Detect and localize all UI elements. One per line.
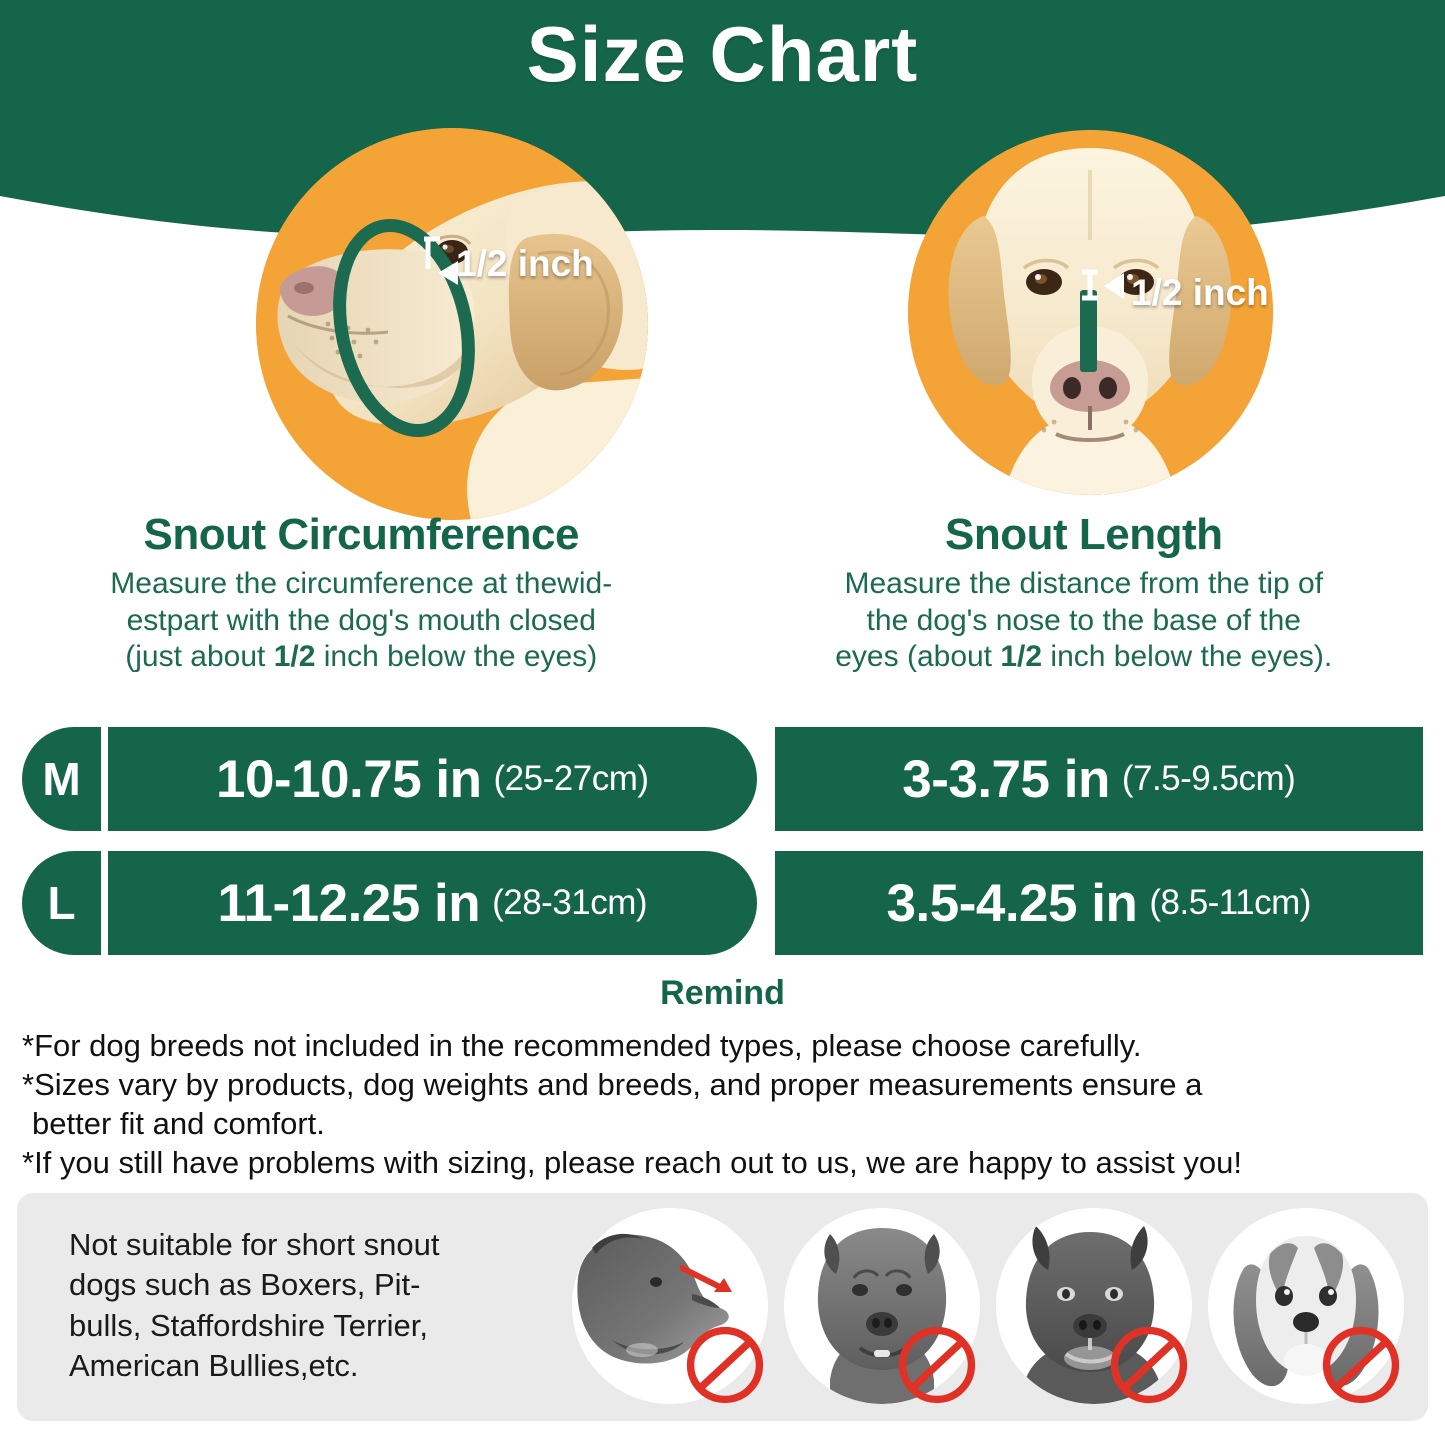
snout-circumference-photo bbox=[256, 128, 648, 520]
note-line-2: dogs such as Boxers, Pit- bbox=[69, 1267, 421, 1303]
measure-desc-circumference: Measure the circumference at thewid- est… bbox=[16, 566, 707, 676]
remind-item: *Sizes vary by products, dog weights and… bbox=[22, 1067, 1203, 1103]
value-inches: 3-3.75 in bbox=[902, 749, 1110, 809]
measure-title-circumference: Snout Circumference bbox=[143, 510, 580, 559]
measure-column-circumference: Snout Circumference Measure the circumfe… bbox=[0, 510, 723, 676]
remind-item: *If you still have problems with sizing,… bbox=[22, 1145, 1242, 1181]
remind-item: *For dog breeds not included in the reco… bbox=[22, 1028, 1142, 1063]
remind-title: Remind bbox=[660, 974, 785, 1012]
desc-line-3-post: inch below the eyes) bbox=[315, 640, 598, 674]
page-title: Size Chart bbox=[526, 10, 919, 98]
badge-divider bbox=[101, 851, 108, 955]
desc-line-3-pre: (just about bbox=[125, 640, 274, 674]
badge-divider bbox=[101, 727, 108, 831]
no-entry-icon bbox=[1322, 1326, 1400, 1404]
remind-item-continued: better fit and comfort. bbox=[32, 1106, 325, 1142]
column-divider bbox=[756, 727, 775, 831]
measure-title-length: Snout Length bbox=[945, 510, 1223, 559]
pitbull-front-photo bbox=[784, 1208, 984, 1408]
desc-line-3-post: inch below the eyes). bbox=[1042, 640, 1333, 674]
table-row: M 10-10.75 in (25-27cm) 3-3.75 in (7.5-9… bbox=[22, 727, 1423, 831]
no-entry-icon bbox=[686, 1326, 764, 1404]
value-cm: (28-31cm) bbox=[492, 883, 648, 922]
photo-disc bbox=[996, 1208, 1192, 1404]
measure-column-length: Snout Length Measure the distance from t… bbox=[723, 510, 1445, 676]
size-badge-l: L bbox=[22, 851, 101, 955]
desc-line-3-pre: eyes (about bbox=[835, 640, 1001, 674]
no-entry-icon bbox=[898, 1326, 976, 1404]
unsuitable-breeds-panel: Not suitable for short snout dogs such a… bbox=[17, 1193, 1428, 1421]
desc-line-2: estpart with the dog's mouth closed bbox=[126, 603, 596, 637]
value-cm: (7.5-9.5cm) bbox=[1121, 759, 1296, 798]
value-cm: (8.5-11cm) bbox=[1149, 883, 1311, 922]
left-arrow-measure-icon-right bbox=[1078, 266, 1136, 323]
left-arrow-measure-icon bbox=[424, 233, 464, 298]
size-badge-m: M bbox=[22, 727, 101, 831]
red-arrow-icon bbox=[680, 1265, 732, 1292]
cell-circumference-m: 10-10.75 in (25-27cm) bbox=[108, 727, 757, 831]
value-inches: 10-10.75 in bbox=[215, 749, 482, 809]
note-line-3: bulls, Staffordshire Terrier, bbox=[69, 1307, 428, 1343]
photo-disc bbox=[572, 1208, 768, 1404]
measure-desc-length: Measure the distance from the tip of the… bbox=[739, 566, 1430, 676]
photo-disc bbox=[784, 1208, 980, 1404]
note-line-4: American Bullies,etc. bbox=[69, 1347, 359, 1383]
value-inches: 3.5-4.25 in bbox=[886, 873, 1138, 933]
value-cm: (25-27cm) bbox=[493, 759, 649, 798]
measure-callout-left: 1/2 inch bbox=[456, 243, 594, 284]
desc-line-3-bold: 1/2 bbox=[273, 640, 316, 674]
measure-callout-right: 1/2 inch bbox=[1131, 272, 1269, 313]
cavalier-spaniel-photo bbox=[1208, 1208, 1408, 1408]
desc-line-1: Measure the circumference at thewid- bbox=[110, 567, 613, 601]
measure-descriptions: Snout Circumference Measure the circumfe… bbox=[0, 510, 1445, 676]
value-inches: 11-12.25 in bbox=[217, 873, 481, 933]
desc-line-1: Measure the distance from the tip of bbox=[844, 567, 1324, 601]
desc-line-2: the dog's nose to the base of the bbox=[866, 603, 1301, 637]
note-line-1: Not suitable for short snout bbox=[69, 1227, 440, 1262]
column-divider bbox=[756, 851, 775, 955]
cell-circumference-l: 11-12.25 in (28-31cm) bbox=[108, 851, 757, 955]
snout-length-photo bbox=[908, 130, 1273, 495]
unsuitable-breeds-note: Not suitable for short snout dogs such a… bbox=[69, 1225, 549, 1386]
no-entry-icon bbox=[1110, 1326, 1188, 1404]
remind-list: *For dog breeds not included in the reco… bbox=[22, 1026, 1427, 1182]
american-bully-photo bbox=[996, 1208, 1196, 1408]
size-table: M 10-10.75 in (25-27cm) 3-3.75 in (7.5-9… bbox=[22, 727, 1423, 975]
unsuitable-breeds-photos bbox=[572, 1203, 1422, 1413]
table-row: L 11-12.25 in (28-31cm) 3.5-4.25 in (8.5… bbox=[22, 851, 1423, 955]
photo-disc bbox=[1208, 1208, 1404, 1404]
desc-line-3-bold: 1/2 bbox=[1000, 640, 1043, 674]
cell-length-m: 3-3.75 in (7.5-9.5cm) bbox=[774, 727, 1423, 831]
cell-length-l: 3.5-4.25 in (8.5-11cm) bbox=[774, 851, 1423, 955]
boxer-profile-photo bbox=[572, 1208, 772, 1408]
